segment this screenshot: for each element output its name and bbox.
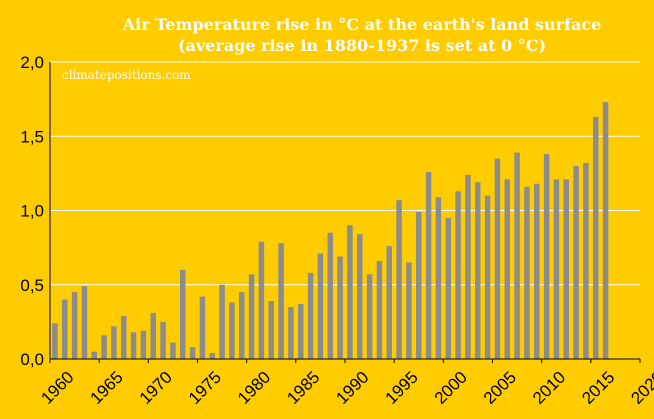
bar-2016 xyxy=(602,102,609,359)
bar-1978 xyxy=(229,302,235,359)
x-tick-label: 2000 xyxy=(431,368,471,408)
y-tick-label: 0,5 xyxy=(20,276,44,295)
bar-1962 xyxy=(71,292,78,359)
bar-1988 xyxy=(327,232,334,359)
bar-1984 xyxy=(288,307,294,359)
y-tick-label: 0,0 xyxy=(20,350,44,369)
bar-1969 xyxy=(140,330,147,359)
bar-1997 xyxy=(415,211,422,359)
bar-1980 xyxy=(248,274,255,359)
bar-1975 xyxy=(199,296,206,359)
bar-1996 xyxy=(406,262,412,359)
bar-1970 xyxy=(150,312,157,359)
x-tick-label: 2015 xyxy=(578,368,618,408)
x-tick-label: 1980 xyxy=(234,368,274,408)
bar-1963 xyxy=(81,286,88,359)
x-tick-label: 2020 xyxy=(627,368,654,408)
bar-1986 xyxy=(307,272,314,359)
bar-1981 xyxy=(258,241,265,359)
x-tick-label: 1985 xyxy=(283,368,323,408)
bar-1977 xyxy=(219,284,225,359)
bar-1991 xyxy=(356,234,363,359)
y-tick-label: 2,0 xyxy=(20,53,44,72)
bar-2009 xyxy=(533,183,540,359)
bar-1974 xyxy=(189,347,196,359)
bar-2012 xyxy=(563,179,570,359)
x-tick-label: 2010 xyxy=(529,368,569,408)
x-tick-label: 1965 xyxy=(87,368,127,408)
bar-2008 xyxy=(524,186,530,359)
bar-1989 xyxy=(337,256,343,359)
bar-1990 xyxy=(347,225,353,359)
x-tick-label: 2005 xyxy=(480,368,520,408)
x-tick-label: 1960 xyxy=(37,368,77,408)
bar-1992 xyxy=(366,274,373,359)
x-tick-label: 1975 xyxy=(185,368,225,408)
bar-1967 xyxy=(120,315,127,359)
y-tick-label: 1,5 xyxy=(20,127,44,146)
bar-1968 xyxy=(130,332,137,359)
bar-1971 xyxy=(160,321,166,359)
bar-1976 xyxy=(209,353,216,359)
bar-2003 xyxy=(474,182,481,359)
bar-1973 xyxy=(179,269,186,359)
bar-2015 xyxy=(592,116,599,359)
chart-title-line-2: (average rise in 1880-1937 is set at 0 °… xyxy=(177,36,547,55)
bar-2000 xyxy=(445,217,452,359)
bar-2014 xyxy=(583,162,589,359)
bar-2004 xyxy=(484,195,491,359)
bar-1983 xyxy=(278,243,284,359)
x-tick-label: 1995 xyxy=(382,368,422,408)
bar-1994 xyxy=(386,246,393,359)
bar-2002 xyxy=(465,174,471,359)
bar-1961 xyxy=(61,299,68,359)
bar-1993 xyxy=(376,260,383,359)
x-tick-label: 1970 xyxy=(136,368,176,408)
bar-1979 xyxy=(238,292,245,359)
bar-1998 xyxy=(425,171,432,359)
bar-2013 xyxy=(573,165,579,359)
bar-1982 xyxy=(268,301,275,359)
bar-1966 xyxy=(111,326,117,359)
bar-2011 xyxy=(553,179,560,359)
y-tick-label: 1,0 xyxy=(20,202,44,221)
bar-1960 xyxy=(52,323,58,359)
chart-title-line-1: Air Temperature rise in °C at the earth'… xyxy=(122,15,602,34)
bar-1972 xyxy=(170,342,176,359)
bar-1987 xyxy=(317,253,324,359)
watermark-text: climatepositions.com xyxy=(62,68,191,82)
bar-1964 xyxy=(91,351,98,359)
bar-1999 xyxy=(435,197,442,359)
x-tick-label: 1990 xyxy=(332,368,372,408)
bar-2006 xyxy=(504,179,511,359)
chart-title: Air Temperature rise in °C at the earth'… xyxy=(0,14,654,56)
bar-2007 xyxy=(514,152,520,359)
bar-1965 xyxy=(101,335,107,359)
bar-2010 xyxy=(543,154,550,359)
bar-1985 xyxy=(297,304,304,359)
bar-1995 xyxy=(396,200,402,359)
bar-2005 xyxy=(494,158,501,359)
bar-2001 xyxy=(455,191,461,359)
